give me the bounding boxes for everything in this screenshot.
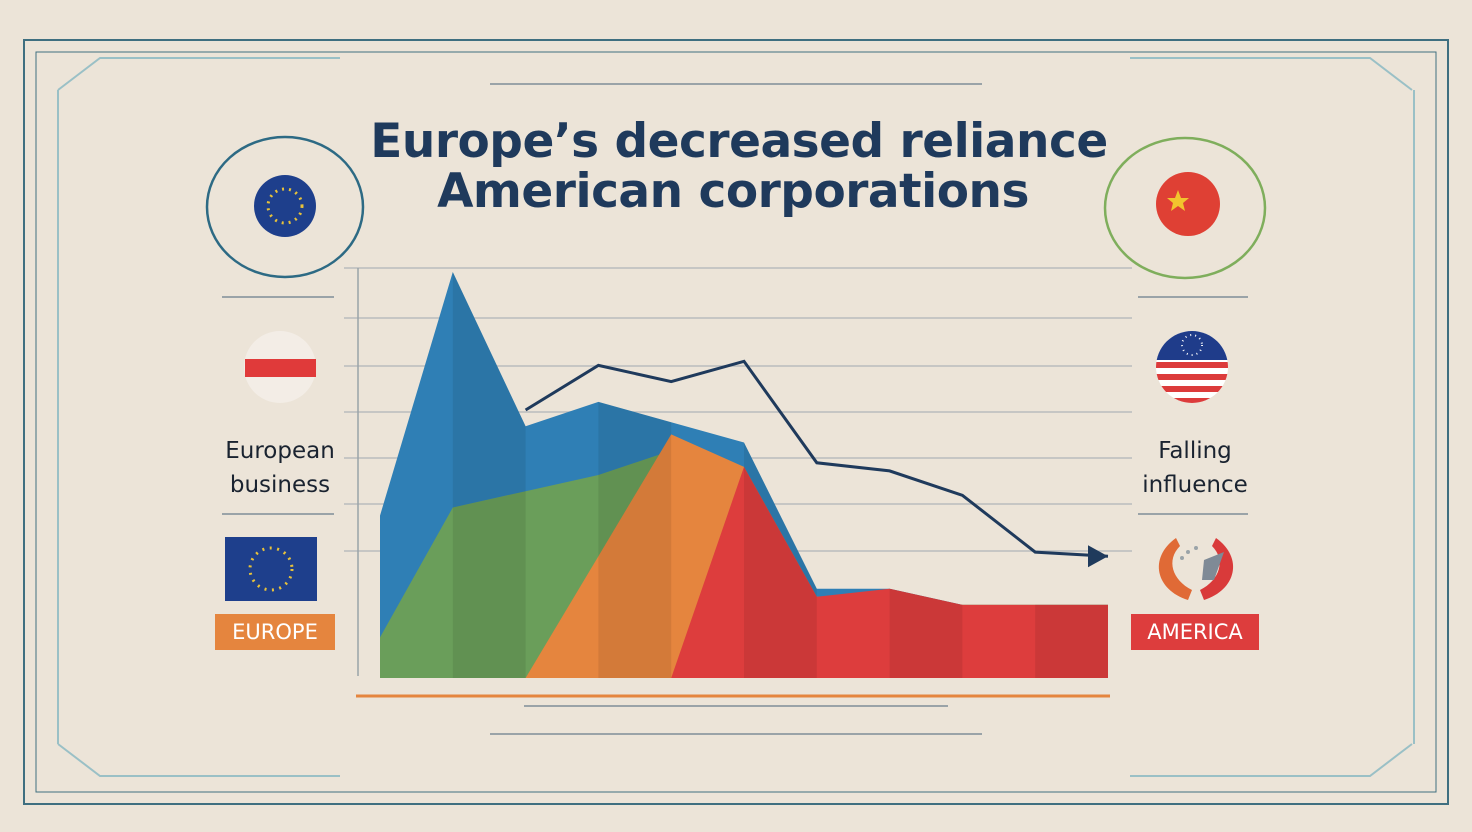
red-white-flag-circle-icon <box>244 331 316 403</box>
area-chart <box>344 267 1132 735</box>
area-facet-2-3 <box>598 434 672 678</box>
corner-ornament-bottom-right <box>1130 743 1413 777</box>
area-series-3 <box>380 466 1108 678</box>
right-label-line-1: Falling <box>1158 438 1232 464</box>
inner-frame <box>35 51 1437 793</box>
area-facet-3-9 <box>1035 604 1108 678</box>
left-label-line-1: European <box>225 438 335 464</box>
eu-flag-circle-icon <box>205 135 365 279</box>
left-label: European business <box>200 434 360 502</box>
europe-tag: EUROPE <box>215 614 335 650</box>
corner-ornament-top-right <box>1130 57 1413 91</box>
america-tag: AMERICA <box>1131 614 1259 650</box>
china-flag-circle-icon <box>1103 136 1267 280</box>
eu-flag-icon <box>225 537 317 601</box>
corner-ornament-top-left <box>57 57 340 91</box>
right-label-line-2: influence <box>1142 472 1248 498</box>
us-flag-circle-icon <box>1156 331 1228 403</box>
area-facet-3-7 <box>889 588 963 678</box>
area-facet-1-1 <box>452 491 526 678</box>
corner-ornament-bottom-left <box>57 743 340 777</box>
right-label: Falling influence <box>1110 434 1280 502</box>
outer-frame <box>23 39 1449 805</box>
trend-arrowhead <box>1088 545 1108 568</box>
left-label-line-2: business <box>229 472 331 498</box>
split-flag-icon <box>1158 538 1234 600</box>
area-facet-3-5 <box>744 466 817 678</box>
trend-line <box>524 359 1109 558</box>
chart-title-line-1: Europe’s decreased reliance <box>370 114 1108 169</box>
chart-title-line-2: American corporations <box>437 164 1029 219</box>
